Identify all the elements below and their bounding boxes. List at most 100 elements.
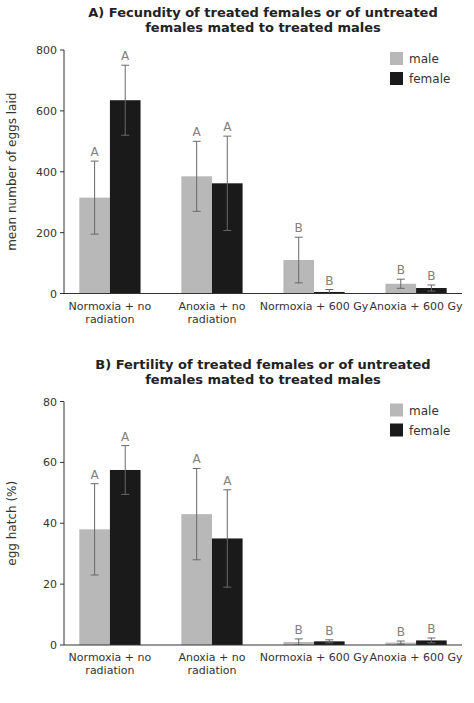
y-tick-label: 600 [36,105,57,118]
error-bar [427,638,435,643]
y-tick [60,401,64,402]
y-tick-label: 800 [36,44,57,57]
x-axis-line [64,293,462,294]
error-cap [427,284,435,285]
error-line [400,279,401,288]
error-line [94,484,95,575]
error-cap [223,489,231,490]
title-line: females mated to treated males [145,372,381,387]
x-tick-label: Normoxia + 600 Gy [260,300,369,313]
panel: B) Fertility of treated females or of un… [5,357,463,678]
legend-label: male [409,52,439,66]
letter-label: A [91,145,100,159]
x-tick-label-line: radiation [187,664,236,677]
error-cap [121,65,129,66]
error-cap [397,644,405,645]
error-bar [223,490,231,587]
x-tick-label-line: Anoxia + 600 Gy [370,300,463,313]
error-cap [223,587,231,588]
error-cap [91,574,99,575]
error-bar [295,237,303,283]
marks [79,446,446,645]
title-line: females mated to treated males [145,20,381,35]
legend-swatch [390,404,403,417]
letter-label: A [223,120,232,134]
title-line: A) Fecundity of treated females or of un… [88,5,437,20]
error-cap [427,637,435,638]
y-tick [60,110,64,111]
error-line [94,161,95,234]
error-line [227,490,228,587]
error-bar [397,641,405,644]
error-line [125,446,126,495]
error-cap [427,642,435,643]
letter-label: B [325,624,333,638]
error-cap [295,237,303,238]
error-cap [91,161,99,162]
error-cap [397,279,405,280]
letter-label: B [397,263,405,277]
error-line [125,65,126,135]
letter-label: B [397,625,405,639]
error-line [196,468,197,559]
error-cap [295,638,303,639]
background [0,0,474,703]
letter-label: A [121,49,130,63]
x-tick-label: Anoxia + noradiation [178,651,245,677]
x-tick-label: Anoxia + 600 Gy [370,651,463,664]
legend-swatch [390,52,403,65]
x-tick-label-line: Anoxia + no [178,651,245,664]
error-line [196,141,197,211]
error-bar [121,65,129,135]
x-tick-label-line: Normoxia + 600 Gy [260,651,369,664]
y-tick [60,50,64,51]
letter-label: A [193,125,202,139]
x-tick-label-line: Normoxia + no [69,651,152,664]
marks [79,65,446,293]
x-tick-label: Anoxia + noradiation [178,300,245,326]
error-bar [91,161,99,234]
error-bar [121,446,129,495]
title-line: B) Fertility of treated females or of un… [95,357,430,372]
error-line [298,639,299,645]
error-cap [121,494,129,495]
figure: A) Fecundity of treated females or of un… [0,0,474,703]
legend-label: male [409,404,439,418]
y-axis-label: mean number of eggs laid [5,93,19,251]
y-tick [60,462,64,463]
error-cap [325,642,333,643]
letter-label: B [427,622,435,636]
legend: malefemale [390,52,450,86]
bar [110,470,141,645]
y-tick-label: 0 [50,288,57,301]
error-bar [91,484,99,575]
y-tick [60,645,64,646]
y-tick-label: 40 [43,517,57,530]
letter-label: A [193,452,202,466]
y-tick [60,584,64,585]
y-tick [60,523,64,524]
error-cap [295,282,303,283]
error-bar [427,285,435,291]
error-cap [193,559,201,560]
error-bar [325,290,333,294]
error-line [227,136,228,230]
y-axis-label: egg hatch (%) [5,481,19,566]
error-cap [427,291,435,292]
error-cap [193,141,201,142]
y-tick-label: 400 [36,166,57,179]
error-line [298,237,299,283]
y-tick [60,171,64,172]
error-cap [223,230,231,231]
y-tick [60,232,64,233]
error-cap [325,639,333,640]
error-cap [193,211,201,212]
error-line [329,290,330,294]
panel: A) Fecundity of treated females or of un… [5,5,463,326]
x-tick-label-line: Anoxia + 600 Gy [370,651,463,664]
y-tick-label: 0 [50,639,57,652]
error-bar [397,279,405,288]
letter-label: B [325,274,333,288]
error-bar [193,141,201,211]
x-tick-label-line: Normoxia + 600 Gy [260,300,369,313]
